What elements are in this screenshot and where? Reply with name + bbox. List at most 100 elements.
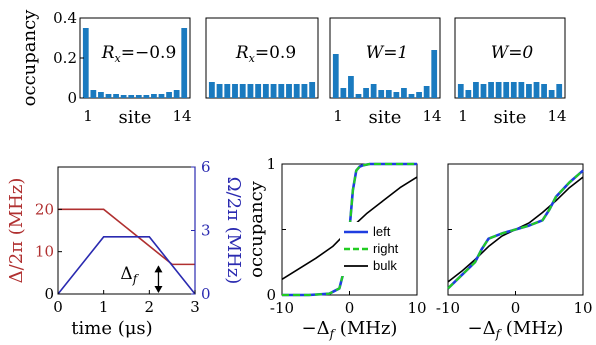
bar-site-2	[465, 90, 472, 98]
x-tick-label: -10	[270, 299, 294, 317]
bar-site-7	[255, 84, 262, 98]
legend-label-left: left	[373, 224, 391, 239]
y-axis-label: Δ/2π (MHz)	[6, 178, 27, 284]
bar-site-9	[393, 92, 400, 98]
bar-site-10	[151, 94, 157, 98]
y-tick-label-right: 0	[201, 285, 211, 303]
y-tick-label: 0	[44, 285, 54, 303]
bar-site-9	[518, 82, 525, 98]
bar-site-2	[216, 84, 223, 98]
bar-site-4	[355, 94, 362, 98]
bar-site-4	[105, 94, 112, 98]
bar-site-3	[473, 82, 479, 98]
bar-site-6	[370, 84, 377, 98]
bar-site-5	[113, 94, 119, 98]
y-tick-label: 0	[67, 89, 77, 107]
y-tick-label-right: 6	[201, 158, 211, 176]
x-tick-label: 10	[573, 299, 592, 317]
bar-site-5	[488, 82, 494, 98]
x-axis-label: site	[369, 107, 402, 128]
bar-site-4	[232, 84, 238, 98]
x-tick-label: 1	[458, 107, 468, 125]
bar-site-4	[480, 84, 487, 98]
panel-annotation: W=1	[366, 43, 409, 63]
delta-f-arrowhead-down	[154, 286, 163, 293]
y-tick-label: 0.2	[53, 49, 77, 67]
y-axis-label: occupancy	[19, 9, 40, 107]
bar-site-8	[135, 95, 142, 98]
bar-site-13	[423, 86, 430, 98]
x-axis-label: time (μs)	[71, 318, 152, 339]
top-panel-frame-2	[205, 17, 319, 99]
bar-site-1	[332, 54, 339, 98]
bar-site-11	[158, 94, 165, 98]
bar-site-13	[173, 90, 180, 98]
bar-site-7	[378, 90, 385, 98]
x-axis-label: site	[119, 107, 152, 128]
x-axis-label: site	[494, 107, 527, 128]
bar-site-3	[348, 76, 354, 98]
bar-site-7	[503, 82, 510, 98]
x-tick-label: 0	[53, 298, 63, 316]
bar-site-11	[533, 82, 540, 98]
bar-site-2	[90, 90, 97, 98]
bar-site-11	[408, 94, 415, 98]
bar-site-1	[82, 28, 89, 98]
x-tick-label: 1	[99, 298, 109, 316]
bar-site-2	[340, 88, 347, 98]
y-tick-label-right: 3	[201, 222, 211, 240]
y-tick-label: 10	[35, 243, 54, 261]
x-tick-label: 2	[145, 298, 155, 316]
y-tick-label: 20	[35, 200, 54, 218]
x-tick-label: 14	[422, 107, 441, 125]
legend-label-right: right	[373, 241, 399, 256]
bar-site-1	[208, 82, 215, 98]
bar-site-14	[431, 50, 438, 98]
x-tick-label: 3	[190, 298, 200, 316]
bar-site-6	[495, 82, 502, 98]
bar-site-14	[556, 84, 563, 98]
series-line-right	[282, 162, 417, 297]
series-line-right	[447, 169, 584, 290]
bar-site-3	[224, 84, 231, 98]
bar-site-8	[262, 84, 269, 98]
bar-site-14	[309, 82, 316, 98]
bar-site-14	[181, 28, 188, 98]
bar-site-6	[247, 84, 254, 98]
x-tick-label: 1	[83, 107, 93, 125]
bar-site-9	[143, 95, 150, 98]
x-tick-label: 0	[345, 299, 355, 317]
x-tick-label: 0	[511, 299, 521, 317]
bar-site-12	[293, 84, 300, 98]
panel-annotation: Rx=0.9	[235, 43, 296, 65]
bar-site-12	[416, 92, 422, 98]
bar-site-12	[541, 84, 547, 98]
panel-annotation: Rx=−0.9	[101, 43, 177, 65]
y-tick-label: 0.4	[53, 9, 77, 27]
legend-label-bulk: bulk	[373, 258, 397, 273]
bar-site-9	[270, 84, 277, 98]
y-axis-label-right: Ω/2π (MHz)	[223, 177, 244, 285]
bar-site-3	[98, 92, 104, 98]
bar-site-1	[457, 84, 464, 98]
x-tick-label: 14	[172, 107, 191, 125]
delta-f-annotation: Δf	[120, 264, 139, 286]
bar-site-5	[239, 84, 246, 98]
bar-site-5	[363, 88, 369, 98]
bar-site-6	[120, 95, 127, 98]
x-tick-label: 1	[333, 107, 343, 125]
x-axis-label: −Δf (MHz)	[302, 318, 398, 341]
delta-f-arrowhead-up	[154, 265, 163, 273]
x-axis-label: −Δf (MHz)	[468, 318, 564, 341]
panel-annotation: W=0	[491, 43, 534, 63]
y-tick-label: 0	[266, 286, 276, 304]
bar-site-13	[301, 84, 308, 98]
bar-site-7	[128, 95, 135, 98]
bar-site-11	[286, 84, 292, 98]
bar-site-8	[385, 90, 392, 98]
x-tick-label: 14	[547, 107, 566, 125]
omega-series-line	[57, 236, 196, 295]
bar-site-8	[510, 82, 517, 98]
bar-site-10	[401, 88, 407, 98]
